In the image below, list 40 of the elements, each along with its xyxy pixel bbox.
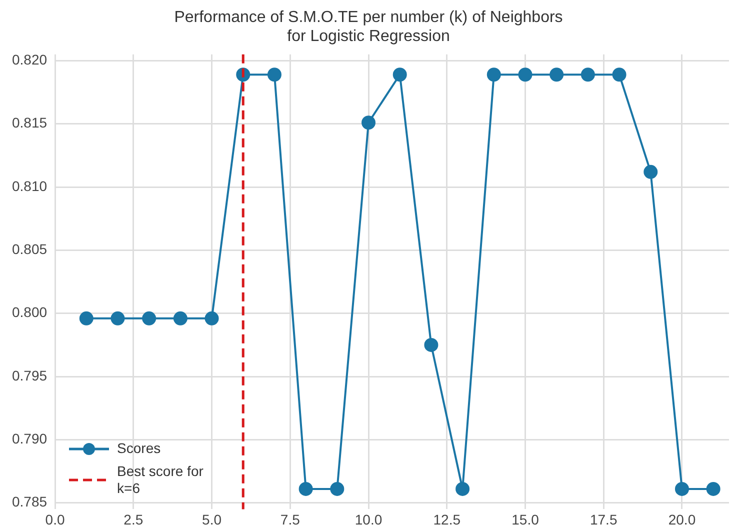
- y-tick-label: 0.810: [12, 178, 48, 194]
- point: [298, 482, 313, 496]
- point: [644, 164, 658, 179]
- point: [550, 68, 564, 82]
- point: [204, 311, 219, 326]
- point: [518, 68, 532, 82]
- point: [486, 68, 501, 82]
- x-tick-label: 5.0: [202, 511, 222, 528]
- point: [79, 311, 94, 326]
- point: [362, 116, 376, 130]
- point: [330, 482, 344, 496]
- x-tick-label: 12.5: [433, 511, 461, 528]
- point: [142, 311, 156, 326]
- point: [110, 311, 125, 326]
- ref-line-label: Best score for k=6: [117, 463, 204, 498]
- legend-label: Scores: [117, 440, 162, 458]
- y-tick-label: 0.815: [12, 114, 48, 131]
- y-tick-label: 0.820: [12, 52, 48, 68]
- x-tick-label: 15.0: [512, 511, 540, 528]
- point: [580, 68, 595, 82]
- chart-title: Performance of S.M.O.TE per number (k) of Neighbors for Logistic Regression: [174, 9, 563, 46]
- x-tick-label: 10.0: [354, 511, 382, 528]
- x-tick-label: 7.5: [280, 511, 300, 528]
- y-tick-label: 0.785: [12, 494, 48, 510]
- point: [674, 482, 689, 496]
- point: [424, 338, 438, 352]
- point: [706, 482, 720, 496]
- x-tick-label: 0.0: [45, 511, 65, 528]
- point: [456, 482, 470, 496]
- x-tick-label: 20.0: [668, 511, 696, 528]
- y-tick-label: 0.795: [12, 367, 48, 384]
- x-tick-label: 2.5: [124, 511, 144, 528]
- point: [173, 311, 188, 326]
- point: [612, 68, 626, 82]
- y-tick-label: 0.805: [12, 241, 48, 258]
- x-tick-label: 17.5: [590, 511, 618, 528]
- point: [392, 68, 407, 82]
- y-tick-label: 0.800: [12, 304, 48, 320]
- point: [267, 68, 282, 82]
- y-tick-label: 0.790: [12, 430, 48, 447]
